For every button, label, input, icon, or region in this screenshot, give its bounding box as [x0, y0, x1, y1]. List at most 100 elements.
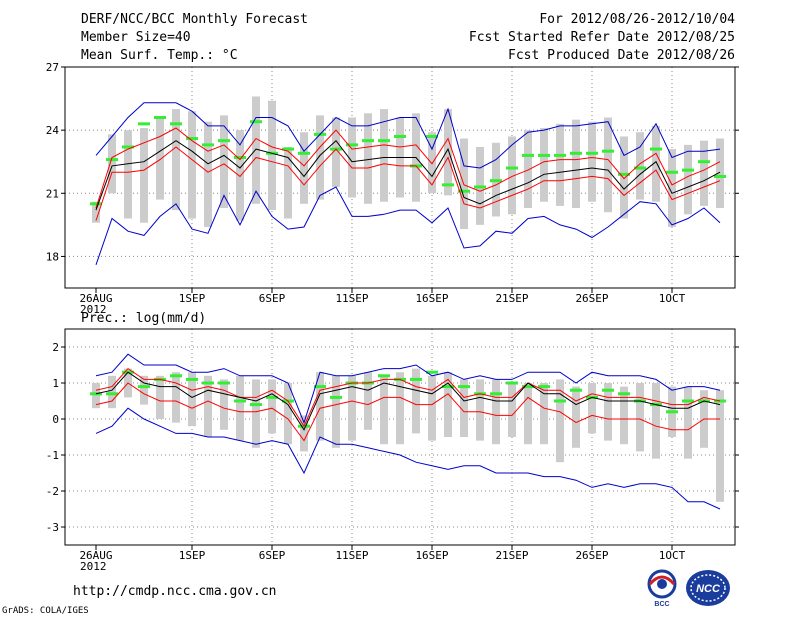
- range-bar: [284, 383, 292, 445]
- obs-marker: [378, 139, 390, 143]
- obs-marker: [106, 392, 118, 396]
- source-url[interactable]: http://cmdp.ncc.cma.gov.cn: [73, 584, 277, 599]
- panel-temperature: 18 21 24 27 26AUG 1SEP 6SEP 11SEP 16SEP 21SEP 26SE…: [46, 61, 739, 316]
- ncc-logo-text: NCC: [696, 583, 721, 595]
- series-ensemble-max: [95, 102, 721, 169]
- range-bar: [220, 379, 228, 430]
- range-bar: [172, 372, 180, 423]
- series-ensemble-min: [95, 407, 721, 510]
- range-bar: [92, 383, 100, 409]
- series-lower-spread: [95, 146, 721, 221]
- obs-marker: [522, 153, 534, 157]
- obs-marker: [682, 168, 694, 172]
- panel-precipitation: -3 -2 -1 0 1 2 26AUG 1SEP 6SEP 11SEP 16SEP 21SEP 26S…: [46, 328, 739, 573]
- range-bar: [412, 368, 420, 434]
- range-bar: [652, 383, 660, 459]
- obs-marker: [234, 156, 246, 160]
- series-ensemble-mean: [95, 139, 721, 211]
- series-ensemble-mean: [95, 371, 721, 431]
- y-tick-label: 2: [52, 341, 59, 354]
- range-bar: [268, 100, 276, 211]
- obs-marker: [602, 149, 614, 153]
- x-tick-label: 26AUG: [79, 292, 112, 305]
- obs-marker: [138, 122, 150, 126]
- range-bar: [156, 375, 164, 419]
- obs-marker: [490, 392, 502, 396]
- range-bar: [220, 115, 228, 209]
- series-upper-spread: [95, 127, 721, 209]
- obs-marker: [202, 143, 214, 147]
- obs-marker: [250, 403, 262, 407]
- range-bar: [284, 146, 292, 219]
- range-bar: [476, 379, 484, 441]
- range-bar: [444, 372, 452, 437]
- range-bar: [460, 379, 468, 437]
- range-bar: [108, 375, 116, 409]
- obs-marker: [458, 385, 470, 389]
- x-tick-label: 6SEP: [259, 292, 286, 305]
- range-bar: [348, 117, 356, 198]
- forecast-period: For 2012/08/26-2012/10/04: [539, 12, 735, 27]
- range-bar: [540, 383, 548, 445]
- series-upper-spread: [95, 367, 721, 428]
- range-bar: [300, 132, 308, 204]
- range-bar: [156, 117, 164, 200]
- produced-date: Fcst Produced Date 2012/08/26: [508, 48, 735, 63]
- obs-marker: [490, 179, 502, 183]
- obs-marker: [442, 183, 454, 187]
- x-tick-label: 26AUG: [79, 549, 112, 562]
- x-tick-label: 16SEP: [415, 549, 448, 562]
- start-date: Fcst Started Refer Date 2012/08/25: [468, 30, 735, 45]
- x-tick-label: 6SEP: [259, 549, 286, 562]
- range-bar: [268, 379, 276, 434]
- obs-marker: [682, 399, 694, 403]
- obs-marker: [426, 370, 438, 374]
- obs-marker: [538, 385, 550, 389]
- range-bar: [508, 383, 516, 437]
- obs-marker: [618, 172, 630, 176]
- obs-marker: [522, 385, 534, 389]
- range-bar: [700, 140, 708, 206]
- x-tick-label: 11SEP: [335, 549, 368, 562]
- range-bar: [444, 109, 452, 196]
- obs-marker: [506, 166, 518, 170]
- range-bar: [572, 119, 580, 209]
- range-bar: [364, 372, 372, 430]
- range-bar: [556, 379, 564, 463]
- x-tick-label: 26SEP: [575, 549, 608, 562]
- obs-marker: [458, 189, 470, 193]
- obs-marker: [602, 388, 614, 392]
- obs-marker: [586, 151, 598, 155]
- obs-marker: [554, 153, 566, 157]
- x-year-label: 2012: [80, 303, 107, 316]
- range-bar: [604, 117, 612, 213]
- range-bar: [684, 386, 692, 459]
- y-tick-label: -1: [46, 449, 59, 462]
- precip-title: Prec.: log(mm/d): [81, 311, 206, 326]
- ncc-logo: NCC: [686, 570, 730, 606]
- obs-marker: [538, 153, 550, 157]
- range-bar: [236, 130, 244, 221]
- bcc-logo-text: BCC: [654, 601, 669, 608]
- obs-marker: [698, 160, 710, 164]
- range-bar: [492, 379, 500, 445]
- obs-marker: [218, 381, 230, 385]
- grads-credit: GrADS: COLA/IGES: [2, 606, 89, 616]
- obs-marker: [138, 385, 150, 389]
- y-tick-label: 0: [52, 413, 59, 426]
- range-bar: [636, 383, 644, 452]
- x-tick-label: 11SEP: [335, 292, 368, 305]
- x-tick-label: 1OCT: [659, 549, 686, 562]
- member-size: Member Size=40: [81, 30, 191, 45]
- range-bar: [92, 201, 100, 223]
- obs-marker: [362, 139, 374, 143]
- range-bar: [204, 375, 212, 437]
- range-bar: [380, 375, 388, 445]
- obs-marker: [170, 374, 182, 378]
- bcc-logo: BCC: [647, 569, 677, 608]
- y-tick-label: 27: [46, 61, 59, 74]
- range-bar: [172, 109, 180, 211]
- obs-marker: [170, 122, 182, 126]
- obs-marker: [442, 385, 454, 389]
- range-bar: [604, 383, 612, 441]
